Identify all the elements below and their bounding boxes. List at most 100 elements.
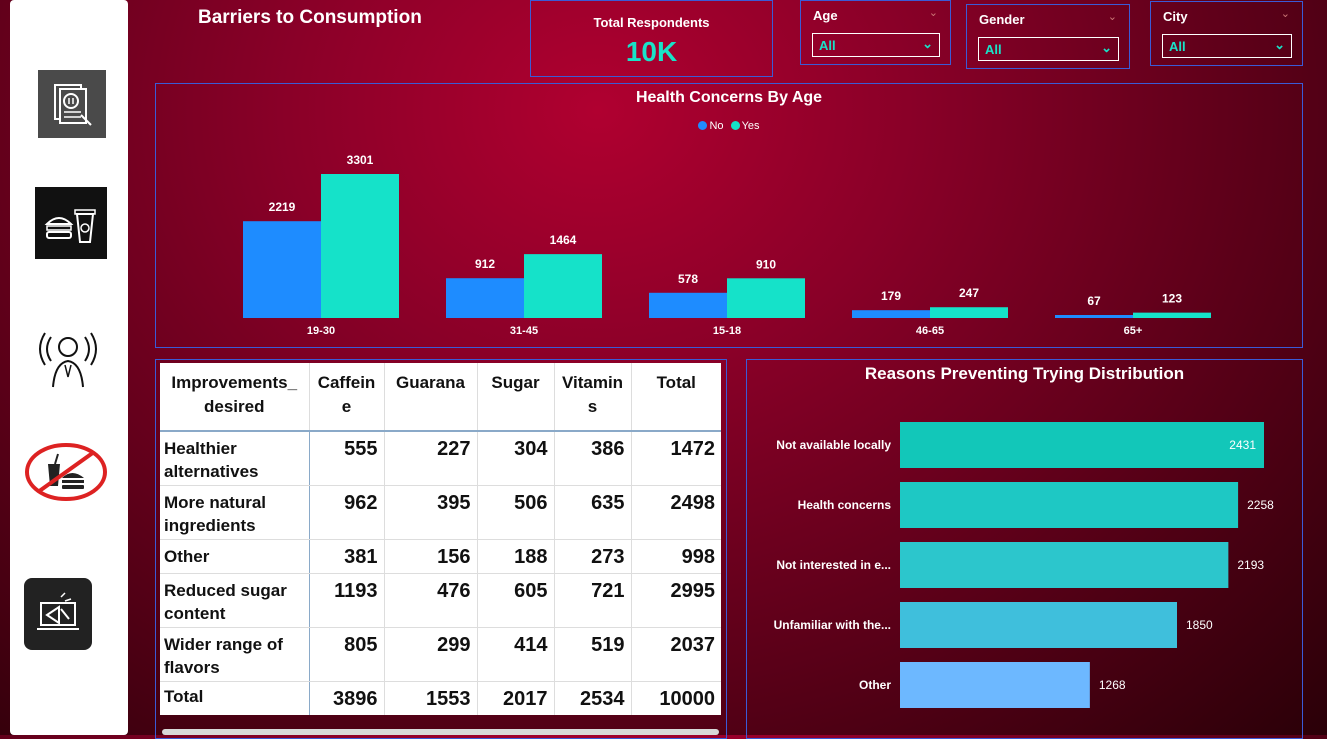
bar-yes-15-18[interactable]: [727, 278, 805, 318]
chevron-down-icon: ⌄: [1274, 37, 1285, 52]
bar-reason[interactable]: [900, 422, 1264, 468]
bar-no-65+[interactable]: [1055, 315, 1133, 318]
matrix-header[interactable]: Sugar: [477, 363, 555, 432]
age-slicer-label: Age: [813, 8, 838, 23]
category-label: Health concerns: [798, 498, 892, 512]
bar-yes-31-45[interactable]: [524, 254, 602, 318]
gender-slicer: Gender ⌄ All ⌄: [966, 4, 1130, 69]
data-label: 3301: [347, 153, 374, 167]
total-respondents-card: Total Respondents 10K: [530, 0, 773, 77]
table-cell: 1553: [384, 681, 478, 715]
bar-reason[interactable]: [900, 542, 1229, 588]
table-cell: 476: [384, 573, 478, 628]
city-dropdown[interactable]: All ⌄: [1162, 34, 1292, 58]
table-cell: 273: [554, 539, 632, 574]
data-label: 247: [959, 286, 979, 300]
data-label: 910: [756, 257, 776, 271]
row-label: Other: [160, 539, 310, 574]
table-cell: 395: [384, 485, 478, 540]
table-cell: 605: [477, 573, 555, 628]
table-cell: 555: [309, 431, 385, 486]
table-cell: 188: [477, 539, 555, 574]
table-cell: 635: [554, 485, 632, 540]
nav-report-icon[interactable]: [38, 70, 106, 138]
city-slicer-label: City: [1163, 9, 1188, 24]
data-label: 2258: [1247, 498, 1274, 512]
bar-no-46-65[interactable]: [852, 310, 930, 318]
sidebar: [10, 0, 128, 735]
category-label: 46-65: [916, 325, 944, 337]
health-concerns-column-chart: 2219 3301 19-30 912 1464 31-45 578 910 15-18 179 2…: [243, 153, 1211, 337]
nav-person-broadcast-icon[interactable]: [32, 326, 104, 392]
table-cell: 1193: [309, 573, 385, 628]
matrix-header[interactable]: Total: [631, 363, 721, 432]
bar-yes-19-30[interactable]: [321, 174, 399, 318]
data-label: 912: [475, 257, 495, 271]
nav-food-drink-icon[interactable]: [35, 187, 107, 259]
bar-reason[interactable]: [900, 602, 1178, 648]
age-dropdown-value: All: [819, 38, 836, 53]
chevron-down-icon: ⌄: [1101, 40, 1112, 55]
bar-reason[interactable]: [900, 482, 1239, 528]
matrix-header[interactable]: Vitamins: [554, 363, 632, 432]
table-cell: 962: [309, 485, 385, 540]
category-label: 15-18: [713, 325, 741, 337]
bar-no-31-45[interactable]: [446, 278, 524, 318]
gender-dropdown[interactable]: All ⌄: [978, 37, 1119, 61]
data-label: 2431: [1229, 438, 1256, 452]
nav-no-fastfood-icon[interactable]: [24, 442, 108, 502]
table-cell: 299: [384, 627, 478, 682]
category-label: Unfamiliar with the...: [774, 618, 891, 632]
chevron-down-icon: ⌄: [928, 7, 938, 19]
table-row: Healthier alternatives 555 227 304 386 1…: [160, 431, 721, 486]
category-label: 31-45: [510, 325, 538, 337]
age-slicer: Age ⌄ All ⌄: [800, 0, 951, 65]
data-label: 1268: [1099, 678, 1126, 692]
city-dropdown-value: All: [1169, 39, 1186, 54]
matrix-header[interactable]: Guarana: [384, 363, 478, 432]
kpi-label: Total Respondents: [593, 15, 710, 30]
category-label: Not interested in e...: [776, 558, 891, 572]
category-label: 65+: [1124, 325, 1143, 337]
legend-no-label: No: [709, 120, 724, 132]
page-title: Barriers to Consumption: [198, 7, 422, 28]
table-cell: 2534: [554, 681, 632, 715]
data-label: 2219: [269, 200, 296, 214]
table-cell: 805: [309, 627, 385, 682]
data-label: 1850: [1186, 618, 1213, 632]
category-label: 19-30: [307, 325, 335, 337]
data-label: 179: [881, 289, 901, 303]
nav-marketing-icon[interactable]: [24, 578, 92, 650]
data-label: 67: [1087, 294, 1101, 308]
row-label: Wider range of flavors: [160, 627, 310, 682]
improvements-matrix: Improvements_ desired Caffeine Guarana S…: [160, 363, 721, 715]
bar-yes-65+[interactable]: [1133, 312, 1211, 318]
matrix-header[interactable]: Improvements_ desired: [160, 363, 310, 432]
data-label: 578: [678, 272, 698, 286]
bar-no-15-18[interactable]: [649, 292, 727, 318]
table-cell: 2017: [477, 681, 555, 715]
bar-yes-46-65[interactable]: [930, 307, 1008, 318]
table-cell: 414: [477, 627, 555, 682]
bar-no-19-30[interactable]: [243, 221, 321, 318]
bar-reason[interactable]: [900, 662, 1090, 708]
reasons-bar-chart: Not available locally 2431 Health concerns…: [774, 422, 1274, 708]
horizontal-scrollbar[interactable]: [162, 729, 719, 735]
table-row: More natural ingredients 962 395 506 635…: [160, 485, 721, 540]
table-cell: 2498: [631, 485, 721, 540]
row-label: Total: [160, 681, 310, 715]
table-cell: 519: [554, 627, 632, 682]
category-label: Other: [859, 678, 891, 692]
chart-legend: No Yes: [156, 120, 1302, 132]
matrix-header[interactable]: Caffeine: [309, 363, 385, 432]
table-cell: 304: [477, 431, 555, 486]
row-label: Reduced sugar content: [160, 573, 310, 628]
legend-no-swatch: [698, 121, 708, 130]
table-cell: 2995: [631, 573, 721, 628]
data-label: 123: [1162, 292, 1182, 306]
chart-title: Reasons Preventing Trying Distribution: [864, 364, 1185, 383]
row-label: More natural ingredients: [160, 485, 310, 540]
health-concerns-chart-panel: Health Concerns By Age No Yes 2219 3301 19…: [155, 83, 1303, 348]
table-cell: 3896: [309, 681, 385, 715]
age-dropdown[interactable]: All ⌄: [812, 33, 940, 57]
